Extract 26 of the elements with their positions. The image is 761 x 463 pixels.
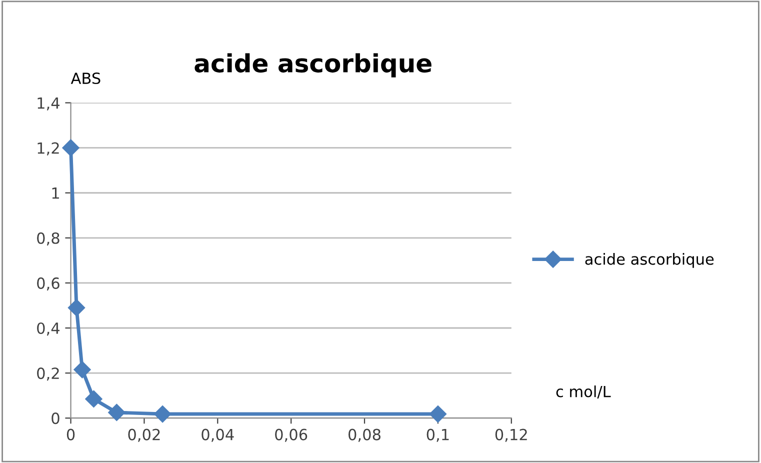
x-tick-label: 0,1 — [426, 428, 449, 442]
point — [62, 139, 80, 156]
x-tick-label: 0,08 — [348, 428, 380, 442]
x-tick-label: 0,04 — [202, 428, 234, 442]
y-tick-label: 1,4 — [38, 97, 60, 110]
x-axis-title: c mol/L — [556, 385, 611, 398]
x-tick-label: 0 — [66, 428, 75, 440]
point — [429, 405, 447, 423]
y-tick-label: 0,4 — [37, 322, 60, 336]
y-tick-label: 0,8 — [37, 232, 60, 246]
y-tick-label: 1,2 — [38, 142, 59, 156]
y-axis-title: ABS — [70, 72, 100, 84]
x-tick-label: 0,02 — [128, 428, 160, 442]
y-tick-label: 0,6 — [37, 277, 60, 291]
point — [154, 405, 172, 423]
y-tick-label: 0 — [52, 412, 60, 424]
chart-title: acide ascorbique — [194, 53, 432, 78]
point — [85, 390, 102, 408]
y-tick-label: 0,2 — [37, 368, 59, 381]
x-tick-label: 0,06 — [275, 428, 308, 442]
x-tick-label: 0,12 — [495, 428, 527, 442]
point — [74, 361, 91, 378]
point — [108, 404, 126, 422]
y-tick-label: 1 — [52, 188, 59, 199]
legend-label: acide ascorbique — [585, 253, 714, 268]
point — [68, 299, 86, 316]
